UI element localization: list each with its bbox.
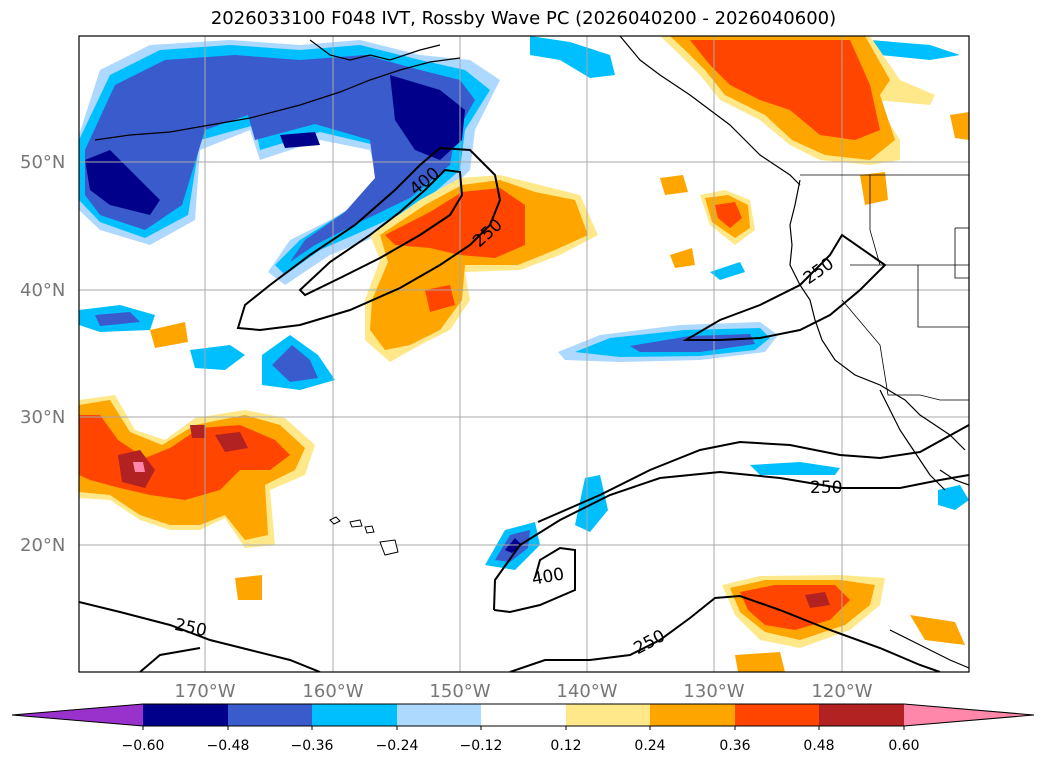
colorbar-labels: −0.60 −0.48 −0.36 −0.24 −0.12 0.12 0.24 …	[122, 738, 920, 754]
lat-label: 40°N	[20, 280, 65, 301]
hawaii-islands	[329, 516, 399, 556]
negative-anomaly-se2	[938, 485, 969, 510]
colorbar-tick-label: −0.48	[207, 738, 250, 754]
colorbar-segment	[566, 704, 650, 726]
lon-label: 150°W	[429, 681, 490, 702]
colorbar-segment	[397, 704, 481, 726]
map-title: 2026033100 F048 IVT, Rossby Wave PC (202…	[210, 8, 837, 29]
lat-label: 20°N	[20, 535, 65, 556]
negative-anomaly-sw2	[262, 335, 335, 390]
negative-anomaly-west-core	[95, 312, 140, 326]
positive-anomaly-ne-edge	[950, 112, 969, 140]
colorbar-tick-label: −0.12	[460, 738, 503, 754]
colorbar-segment	[143, 704, 228, 726]
positive-anomaly-sw-spot	[235, 575, 262, 600]
colorbar-segment	[228, 704, 312, 726]
colorbar	[11, 703, 1035, 730]
contour-label: 250	[810, 478, 842, 498]
colorbar-tick-label: 0.48	[803, 738, 834, 754]
colorbar-tick-label: 0.60	[888, 738, 919, 754]
colorbar-segment	[819, 704, 904, 726]
lon-label: 120°W	[811, 681, 872, 702]
map-frame	[78, 35, 970, 673]
coastlines	[94, 36, 969, 669]
lat-label: 30°N	[20, 407, 65, 428]
colorbar-tick-label: 0.36	[719, 738, 750, 754]
longitude-labels: 170°W 160°W 150°W 140°W 130°W 120°W	[174, 681, 872, 702]
negative-anomaly-ne2	[870, 40, 960, 60]
lon-label: 160°W	[302, 681, 363, 702]
lat-label: 50°N	[20, 152, 65, 173]
negative-anomaly-coast	[710, 262, 745, 280]
negative-anomaly-sw1	[190, 345, 245, 370]
colorbar-segment	[312, 704, 397, 726]
colorbar-extend-max	[904, 704, 1034, 726]
borders	[800, 174, 969, 401]
colorbar-tick-label: −0.60	[122, 738, 165, 754]
graticule	[79, 36, 969, 672]
negative-anomaly-central-band	[558, 322, 778, 362]
positive-anomaly-northeast	[660, 36, 935, 165]
colorbar-segment	[650, 704, 735, 726]
negative-anomaly-ne	[530, 36, 615, 78]
colorbar-extend-min	[12, 704, 143, 726]
contour-lines	[79, 146, 969, 672]
positive-anomaly-central	[365, 175, 598, 362]
latitude-labels: 50°N 40°N 30°N 20°N	[20, 152, 65, 556]
positive-anomaly-southwest	[79, 395, 315, 548]
colorbar-segment	[735, 704, 819, 726]
negative-anomaly-se	[750, 462, 840, 475]
colorbar-tick-label: 0.24	[634, 738, 665, 754]
colorbar-tick-label: 0.12	[550, 738, 581, 754]
lon-label: 140°W	[556, 681, 617, 702]
colorbar-segment	[481, 704, 566, 726]
lon-label: 130°W	[683, 681, 744, 702]
lon-label: 170°W	[174, 681, 235, 702]
colorbar-tick-label: −0.24	[376, 738, 419, 754]
colorbar-tick-label: −0.36	[291, 738, 334, 754]
positive-anomaly-southeast	[722, 575, 965, 672]
